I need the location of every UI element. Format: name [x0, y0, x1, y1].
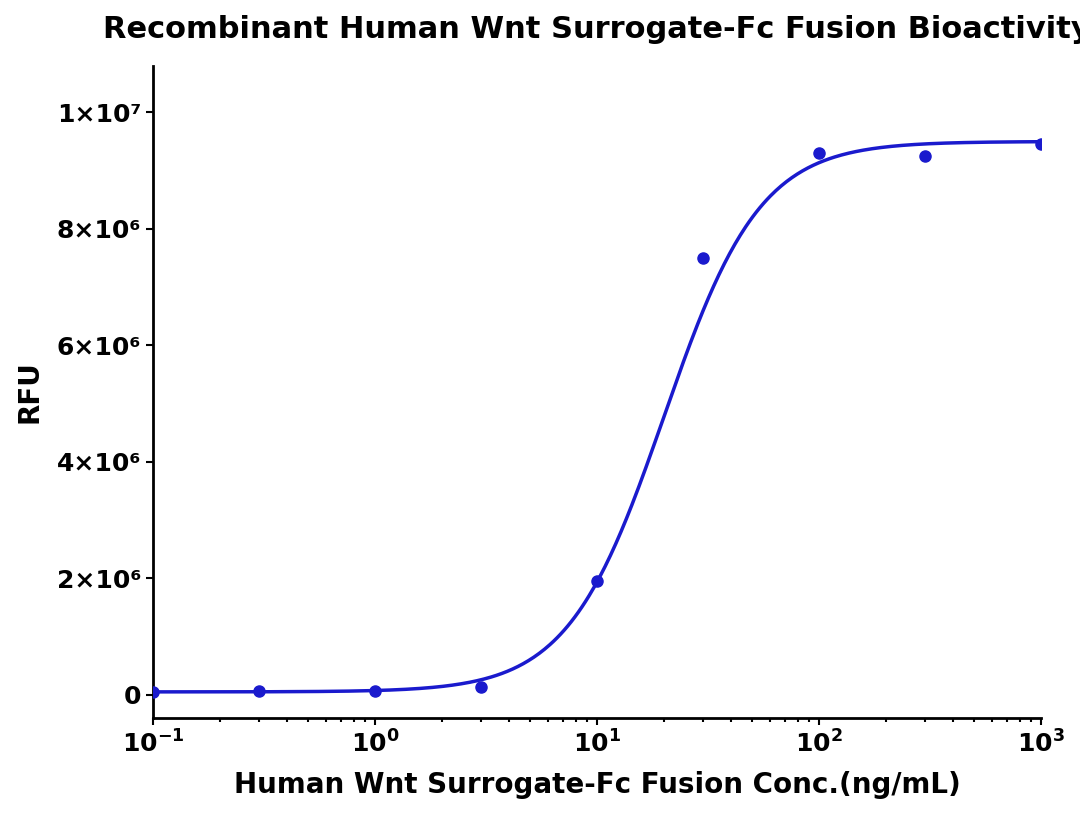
Title: Recombinant Human Wnt Surrogate-Fc Fusion Bioactivity: Recombinant Human Wnt Surrogate-Fc Fusio…: [104, 15, 1080, 44]
X-axis label: Human Wnt Surrogate-Fc Fusion Conc.(ng/mL): Human Wnt Surrogate-Fc Fusion Conc.(ng/m…: [233, 771, 960, 799]
Y-axis label: RFU: RFU: [15, 361, 43, 423]
